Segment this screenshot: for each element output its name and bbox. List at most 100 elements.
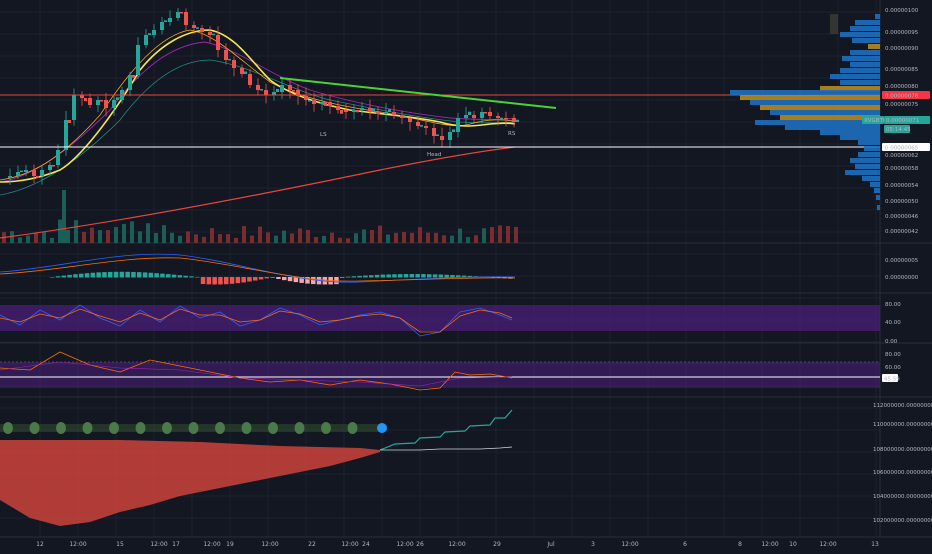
white-line-badge-bg xyxy=(882,143,930,151)
macd-axis-label: 0.00000000 xyxy=(885,275,919,281)
time-axis-label: 6 xyxy=(683,541,687,548)
volume-bar xyxy=(130,221,134,243)
signal-dot xyxy=(135,422,146,434)
volume-bar xyxy=(42,231,46,243)
time-axis-label: 17 xyxy=(172,541,180,548)
bottom-axis-label: 112000000.00000000 xyxy=(873,403,932,409)
candle-body xyxy=(24,170,28,172)
candle-body xyxy=(384,112,388,114)
time-axis-label: 26 xyxy=(416,541,424,548)
time-axis-label: 12:00 xyxy=(761,541,778,548)
time-axis-label: 12:00 xyxy=(150,541,167,548)
candle-body xyxy=(20,170,23,173)
candle-body xyxy=(208,32,212,35)
macd-histogram-bar xyxy=(177,275,183,278)
profile-bar xyxy=(855,20,880,25)
macd-histogram-bar xyxy=(61,275,67,278)
candle-body xyxy=(312,100,316,104)
time-axis-label: 3 xyxy=(591,541,595,548)
macd-histogram-bar xyxy=(467,275,473,278)
candle-body xyxy=(56,150,60,165)
candle-body xyxy=(152,30,156,35)
macd-histogram-bar xyxy=(299,277,304,283)
macd-histogram-bar xyxy=(50,277,55,278)
macd-histogram-bar xyxy=(229,277,235,284)
volume-bar xyxy=(346,238,350,243)
candle-body xyxy=(280,85,284,92)
macd-histogram-bar xyxy=(125,271,130,278)
volume-bar xyxy=(178,235,182,243)
signal-dot xyxy=(241,422,252,434)
macd-histogram-bar xyxy=(183,275,188,278)
time-axis-label: 12:00 xyxy=(261,541,278,548)
time-axis-label: Jul xyxy=(546,541,555,548)
time-axis-label: 29 xyxy=(493,541,501,548)
time-axis-label: 19 xyxy=(226,541,234,548)
macd-histogram-bar xyxy=(171,274,177,278)
symbol-badge-bg xyxy=(862,116,884,124)
volume-bar xyxy=(122,223,126,243)
volume-bar xyxy=(114,227,118,243)
candle-body xyxy=(516,119,519,122)
volume-bar xyxy=(58,219,62,243)
candle-body xyxy=(224,50,228,60)
symbol-badge: XVGBTC xyxy=(864,118,887,124)
candle-body xyxy=(144,35,148,45)
volume-bar xyxy=(26,235,30,243)
candle-body xyxy=(160,22,164,30)
volume-bar xyxy=(330,232,334,243)
profile-bar xyxy=(845,170,880,175)
candle-body xyxy=(372,108,375,112)
rsi-value-badge: 45.59 xyxy=(884,377,900,383)
candle-body xyxy=(80,95,84,98)
signal-dot xyxy=(82,422,93,434)
bottom-axis-label: 110000000.00000000 xyxy=(873,422,932,428)
candle-body xyxy=(136,45,140,75)
candle-body xyxy=(256,85,260,90)
candle-body xyxy=(200,28,204,32)
macd-histogram-bar xyxy=(258,277,264,280)
time-axis-label: 24 xyxy=(362,541,370,548)
time-axis-label: 12:00 xyxy=(69,541,86,548)
ma-teal-line xyxy=(0,59,516,196)
macd-histogram-bar xyxy=(403,274,409,278)
profile-bar xyxy=(840,32,880,37)
stoch-d-line xyxy=(0,308,513,333)
price-axis-label: 0.00000058 xyxy=(885,166,919,172)
profile-bar xyxy=(840,68,880,73)
candle-body xyxy=(48,165,52,170)
volume-bar xyxy=(378,225,382,243)
candle-body xyxy=(232,60,236,68)
profile-bar xyxy=(730,90,880,95)
annotation-head: Head xyxy=(427,152,441,158)
candle-body xyxy=(352,110,356,112)
volume-bar xyxy=(386,234,390,243)
candle-body xyxy=(464,115,468,118)
macd-histogram-bar xyxy=(137,272,142,278)
time-axis-label: 13 xyxy=(871,541,879,548)
macd-histogram-bar xyxy=(270,277,275,278)
candle-body xyxy=(436,134,439,136)
macd-histogram-bar xyxy=(148,272,154,278)
volume-bar xyxy=(250,235,254,243)
macd-histogram-bar xyxy=(96,272,101,278)
rsi-band xyxy=(0,362,880,388)
macd-histogram-bar xyxy=(369,275,374,278)
profile-bar xyxy=(760,105,880,110)
candle-body xyxy=(496,116,500,118)
macd-histogram-bar xyxy=(276,277,281,280)
profile-bar xyxy=(868,44,880,49)
macd-histogram-bar xyxy=(287,277,293,282)
macd-histogram-bar xyxy=(363,275,368,278)
candle-body xyxy=(480,112,484,118)
time-axis-label: 12:00 xyxy=(396,541,413,548)
candle-body xyxy=(288,85,292,90)
volume-bar xyxy=(90,227,94,243)
candle-body xyxy=(216,35,220,50)
price-axis-label: 0.00000085 xyxy=(885,67,919,73)
profile-bar xyxy=(858,140,880,145)
macd-histogram-bar xyxy=(293,277,299,283)
price-badge: 0.00000071 xyxy=(886,118,919,124)
